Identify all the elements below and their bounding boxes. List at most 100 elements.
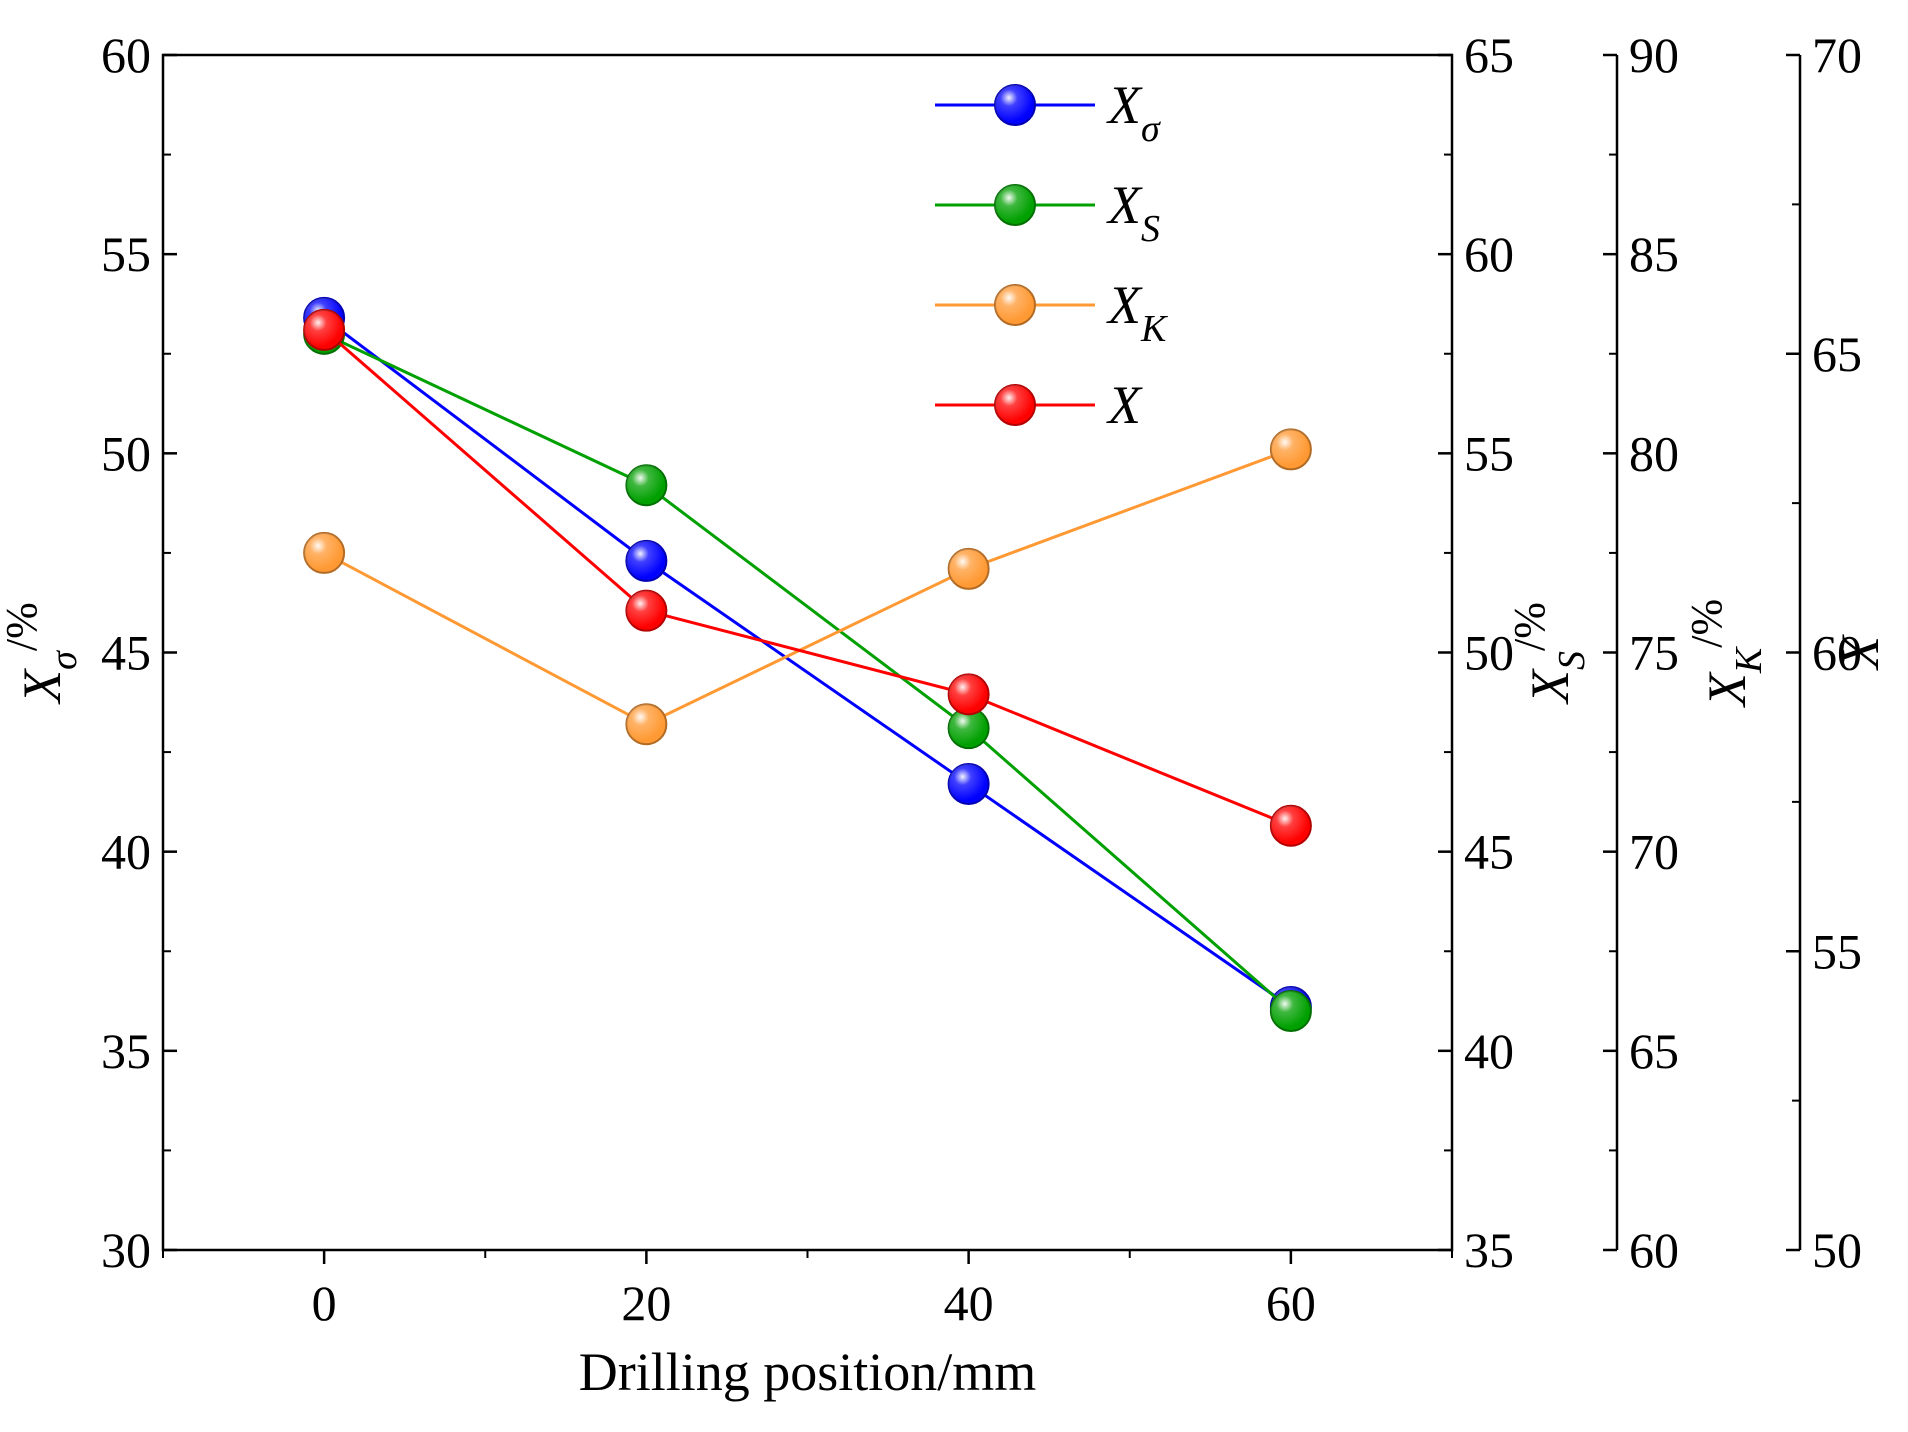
- y-tick-label: 65: [1629, 1023, 1679, 1079]
- data-point: [625, 539, 668, 582]
- y-axis-title-k-unit: /%: [1682, 599, 1731, 648]
- data-point-highlight: [948, 548, 989, 589]
- legend-label-main: X: [1106, 275, 1143, 335]
- y-tick-label: 80: [1629, 425, 1679, 481]
- y-tick-label: 60: [1464, 226, 1514, 282]
- data-point: [1269, 428, 1312, 471]
- x-axis-title: Drilling position/mm: [579, 1342, 1037, 1402]
- data-point: [303, 308, 346, 351]
- legend-marker: [994, 284, 1036, 326]
- legend-label: X: [1106, 375, 1143, 435]
- series-line: [323, 328, 1292, 828]
- data-point-highlight: [1270, 429, 1311, 470]
- legend-marker-highlight: [995, 85, 1035, 125]
- y-tick-label: 40: [1464, 1023, 1514, 1079]
- data-point: [947, 762, 990, 805]
- data-point-highlight: [304, 309, 345, 350]
- data-point: [625, 464, 668, 507]
- y-axis-title-s: XS/%: [1505, 602, 1593, 705]
- y-tick-label: 60: [1812, 625, 1862, 681]
- x-tick-label: 40: [944, 1275, 994, 1331]
- y-tick-label: 40: [101, 824, 151, 880]
- y-axis-title-sigma-sub: σ: [43, 650, 85, 670]
- data-point: [1269, 804, 1312, 847]
- y-axis-sigma: 30 35 40 45 50 55 60 Xσ/%: [0, 27, 177, 1278]
- y-tick-label: 75: [1629, 625, 1679, 681]
- data-point: [303, 531, 346, 574]
- y-tick-label: 55: [101, 226, 151, 282]
- series-line: [323, 332, 1292, 1013]
- legend-item: XK: [935, 275, 1168, 350]
- y-axis-title-x-main: X: [1830, 634, 1890, 671]
- legend-marker: [994, 84, 1036, 126]
- y-tick-label: 45: [101, 625, 151, 681]
- y-tick-label: 65: [1812, 326, 1862, 382]
- y-axis-title-s-unit: /%: [1505, 602, 1554, 651]
- y-axis-title-s-main: X: [1520, 668, 1580, 705]
- y-tick-label: 50: [1464, 625, 1514, 681]
- legend-label-sub: σ: [1141, 108, 1161, 150]
- y-tick-label: 70: [1812, 27, 1862, 83]
- data-point: [947, 673, 990, 716]
- x-tick-label: 20: [621, 1275, 671, 1331]
- legend-label: XK: [1106, 275, 1168, 350]
- legend-label-main: X: [1106, 375, 1143, 435]
- y-axis-k: 60 65 70 75 80 85 90 XK/%: [1603, 27, 1770, 1278]
- y-axis-s: 35 40 45 50 55 60 65 XS/%: [1438, 27, 1593, 1278]
- data-point-highlight: [1270, 991, 1311, 1031]
- data-point: [625, 703, 668, 746]
- x-tick-label: 60: [1266, 1275, 1316, 1331]
- y-axis-x: 50 55 60 65 70 X: [1786, 27, 1890, 1278]
- y-tick-label: 90: [1629, 27, 1679, 83]
- y-tick-label: 70: [1629, 824, 1679, 880]
- series-x: [303, 308, 1312, 847]
- series-k: [303, 428, 1312, 746]
- y-tick-label: 35: [1464, 1222, 1514, 1278]
- y-tick-label: 60: [1629, 1222, 1679, 1278]
- y-tick-label: 65: [1464, 27, 1514, 83]
- series-line: [323, 447, 1292, 726]
- x-tick-label: 0: [312, 1275, 337, 1331]
- series-sigma: [303, 296, 1312, 1029]
- x-axis: 0 20 40 60 Drilling position/mm: [162, 1250, 1453, 1402]
- y-axis-title-k: XK/%: [1682, 599, 1770, 708]
- legend-item: X: [935, 375, 1143, 435]
- data-point-highlight: [626, 540, 667, 581]
- data-point: [947, 707, 990, 750]
- legend-label: Xσ: [1106, 75, 1161, 150]
- y-tick-label: 55: [1464, 425, 1514, 481]
- data-point: [947, 547, 990, 590]
- legend-marker-highlight: [995, 285, 1035, 325]
- y-axis-title-s-sub: S: [1551, 651, 1593, 670]
- data-point-highlight: [626, 590, 667, 631]
- legend-marker-highlight: [995, 385, 1035, 425]
- data-point-highlight: [948, 763, 989, 804]
- y-axis-title-sigma-unit: /%: [0, 602, 46, 651]
- data-point-highlight: [948, 708, 989, 749]
- y-tick-label: 35: [101, 1023, 151, 1079]
- y-tick-label: 45: [1464, 824, 1514, 880]
- legend-label-sub: S: [1141, 208, 1160, 250]
- data-point: [625, 589, 668, 632]
- legend-item: XS: [935, 175, 1160, 250]
- y-axis-title-k-sub: K: [1728, 646, 1770, 674]
- data-point-highlight: [626, 704, 667, 745]
- y-axis-title-sigma-main: X: [12, 668, 72, 705]
- legend-label: XS: [1106, 175, 1160, 250]
- y-axis-title-sigma: Xσ/%: [0, 602, 85, 705]
- series-line: [323, 316, 1292, 1009]
- legend-marker: [994, 384, 1036, 426]
- data-point-highlight: [1270, 805, 1311, 846]
- data-point-highlight: [948, 674, 989, 715]
- y-tick-label: 50: [1812, 1222, 1862, 1278]
- legend-marker: [994, 184, 1036, 226]
- y-tick-label: 60: [101, 27, 151, 83]
- y-tick-label: 30: [101, 1222, 151, 1278]
- legend-marker-highlight: [995, 185, 1035, 225]
- plot-area: 0 20 40 60 Drilling position/mm 30 35 40 45 50 55 6…: [0, 27, 1890, 1402]
- data-point: [1269, 990, 1312, 1032]
- y-tick-label: 55: [1812, 923, 1862, 979]
- y-axis-title-k-main: X: [1697, 671, 1757, 708]
